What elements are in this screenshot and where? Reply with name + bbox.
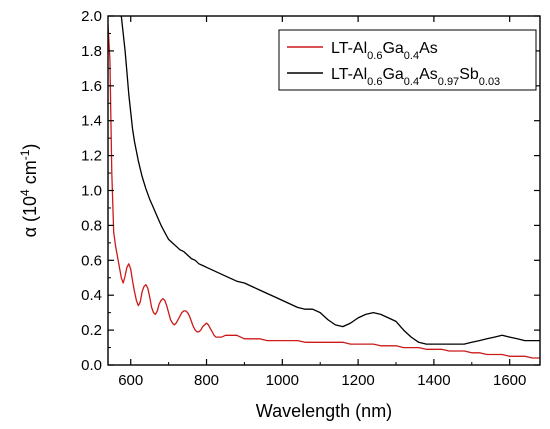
- legend-label-1: LT-Al0.6Ga0.4As: [331, 40, 438, 62]
- x-tick-label: 1600: [493, 372, 526, 389]
- y-tick-label: 1.4: [81, 113, 102, 130]
- series-line-2: [120, 16, 540, 345]
- y-axis-open: (10: [20, 196, 40, 227]
- legend-subscript: 0.4: [404, 50, 419, 62]
- y-tick-label: 1.2: [81, 148, 102, 165]
- legend-subscript: 0.4: [404, 76, 419, 88]
- y-tick-label: 1.6: [81, 78, 102, 95]
- legend-label-2: LT-Al0.6Ga0.4As0.97Sb0.03: [331, 66, 500, 88]
- legend-text-part: Ga: [382, 66, 403, 83]
- legend-subscript: 0.6: [367, 50, 382, 62]
- legend-subscript: 0.6: [367, 76, 382, 88]
- legend-subscript: 0.97: [438, 76, 459, 88]
- y-axis-title: α (104 cm-1): [18, 144, 40, 238]
- legend-text-part: LT-Al: [331, 66, 367, 83]
- y-axis-close: ): [20, 144, 40, 150]
- y-tick-label: 0.8: [81, 217, 102, 234]
- legend-text-part: As: [419, 66, 438, 83]
- x-tick-label: 1200: [341, 372, 374, 389]
- x-axis: 600 800 1000 1200 1400 1600: [118, 16, 526, 389]
- y-tick-label: 1.0: [81, 183, 102, 200]
- legend-text-part: Ga: [382, 40, 403, 57]
- y-axis: 0.0 0.2 0.4 0.6 0.8 1.0 1.2 1.4 1.6 1.8 2.0: [81, 8, 540, 374]
- legend-text-part: As: [419, 40, 438, 57]
- legend-box: [278, 29, 537, 91]
- y-tick-label: 0.0: [81, 357, 102, 374]
- legend-text-part: LT-Al: [331, 40, 367, 57]
- x-axis-title: Wavelength (nm): [256, 401, 392, 421]
- y-tick-label: 2.0: [81, 8, 102, 25]
- x-tick-label: 1000: [266, 372, 299, 389]
- y-axis-symbol: α: [20, 227, 40, 237]
- x-tick-label: 1400: [417, 372, 450, 389]
- y-tick-label: 1.8: [81, 43, 102, 60]
- x-tick-label: 800: [194, 372, 219, 389]
- y-tick-label: 0.4: [81, 287, 102, 304]
- y-axis-unit-exp: -1: [18, 149, 32, 160]
- y-axis-exp: 4: [18, 189, 32, 196]
- legend-text-part: Sb: [459, 66, 479, 83]
- legend-subscript: 0.03: [479, 76, 500, 88]
- series-layer: [108, 16, 540, 359]
- y-axis-unit: cm: [20, 160, 40, 189]
- series-line-1: [108, 24, 540, 359]
- y-tick-label: 0.2: [81, 322, 102, 339]
- x-tick-label: 600: [118, 372, 143, 389]
- y-tick-label: 0.6: [81, 252, 102, 269]
